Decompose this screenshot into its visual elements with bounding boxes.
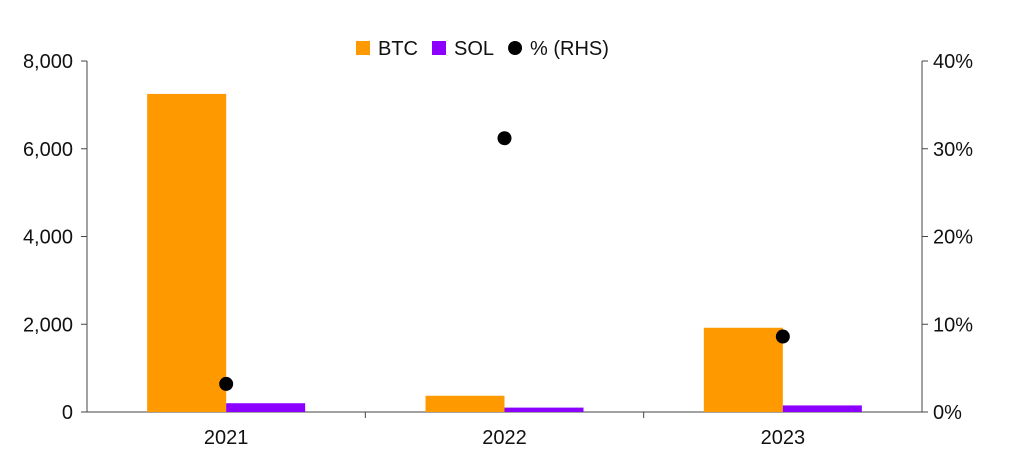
bar-btc-2022 bbox=[425, 395, 505, 412]
y-left-tick-label: 6,000 bbox=[23, 139, 73, 161]
legend-label: BTC bbox=[378, 38, 418, 60]
legend-label: SOL bbox=[454, 38, 494, 60]
y-right-tick-label: 0% bbox=[933, 402, 962, 424]
bar-sol-2023 bbox=[782, 405, 862, 412]
y-left-tick-label: 2,000 bbox=[23, 314, 73, 336]
y-right-tick-label: 40% bbox=[933, 51, 973, 73]
rhs-marker-2021 bbox=[219, 376, 234, 391]
bar-sol-2022 bbox=[504, 407, 584, 412]
x-tick-label: 2021 bbox=[204, 427, 249, 449]
legend-swatch-btc bbox=[356, 41, 370, 55]
y-left-tick-label: 8,000 bbox=[23, 51, 73, 73]
legend-swatch-sol bbox=[432, 41, 446, 55]
bar-btc-2021 bbox=[147, 93, 227, 412]
legend-label: % (RHS) bbox=[530, 38, 609, 60]
bar-sol-2021 bbox=[226, 403, 306, 412]
x-tick-label: 2022 bbox=[482, 427, 527, 449]
x-tick-label: 2023 bbox=[761, 427, 806, 449]
y-right-tick-label: 30% bbox=[933, 139, 973, 161]
bar-btc-2023 bbox=[703, 327, 783, 412]
legend-swatch-rhs bbox=[508, 41, 523, 55]
rhs-marker-2022 bbox=[497, 131, 512, 146]
y-right-tick-label: 10% bbox=[933, 314, 973, 336]
y-left-tick-label: 4,000 bbox=[23, 227, 73, 249]
y-left-tick-label: 0 bbox=[62, 402, 73, 424]
rhs-marker-2023 bbox=[775, 329, 790, 344]
y-right-tick-label: 20% bbox=[933, 227, 973, 249]
